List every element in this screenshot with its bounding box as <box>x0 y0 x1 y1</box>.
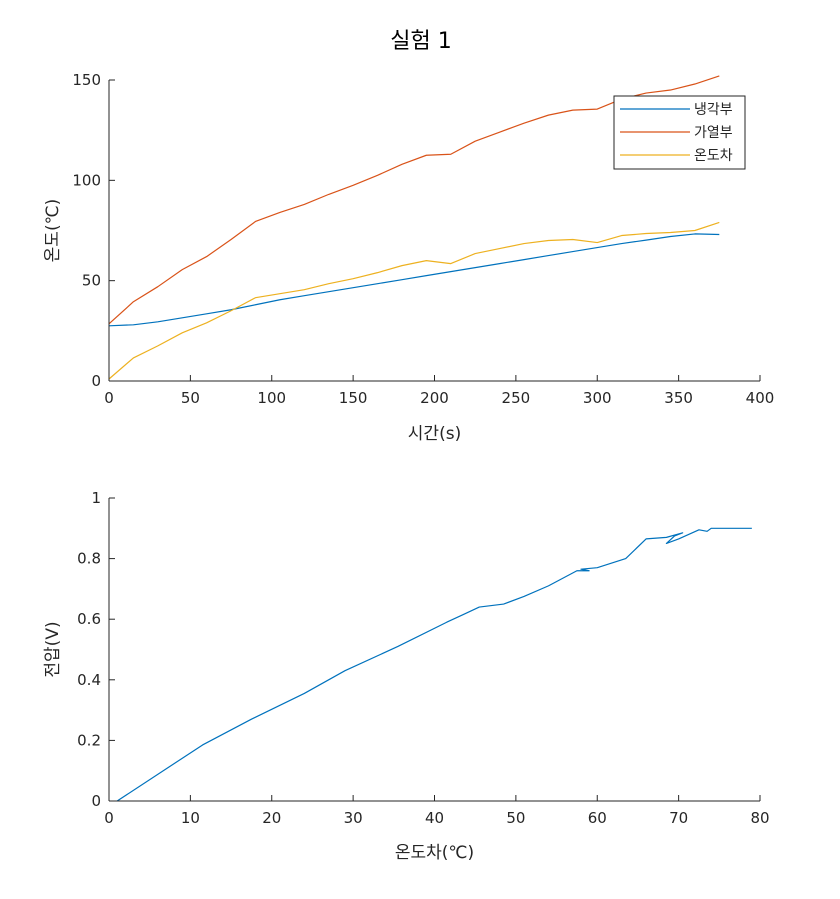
x-tick-label: 400 <box>746 389 775 407</box>
y-tick-label: 0.8 <box>77 550 101 568</box>
x-tick-label: 250 <box>502 389 531 407</box>
x-tick-label: 10 <box>181 809 200 827</box>
x-tick-label: 50 <box>506 809 525 827</box>
series-line-1 <box>108 233 720 327</box>
x-tick-label: 350 <box>664 389 693 407</box>
x-tick-label: 0 <box>104 389 114 407</box>
y-axis-label: 온도(℃) <box>43 199 63 263</box>
temperature-plot: 0 50 100 150 200 250 300 350 400 0 50 100 150 시간(s) 온도… <box>43 71 774 444</box>
x-tick-label: 300 <box>583 389 612 407</box>
x-tick-label: 100 <box>257 389 286 407</box>
x-tick-label: 0 <box>104 809 114 827</box>
x-tick-label: 80 <box>750 809 769 827</box>
figure-title: 실험 1 <box>390 29 451 54</box>
x-tick-label: 150 <box>339 389 368 407</box>
y-tick-label: 0 <box>91 792 101 810</box>
y-tick-label: 150 <box>72 71 101 89</box>
legend-entry-1: 냉각부 <box>694 102 733 118</box>
y-tick-label: 50 <box>82 272 101 290</box>
x-tick-label: 200 <box>420 389 449 407</box>
legend-entry-2: 가열부 <box>694 125 733 141</box>
y-tick-label: 0 <box>91 372 101 390</box>
y-axis-label: 전압(V) <box>43 621 63 677</box>
y-tick-label: 1 <box>91 489 101 507</box>
x-tick-label: 60 <box>588 809 607 827</box>
x-tick-label: 50 <box>181 389 200 407</box>
voltage-plot: 0 10 20 30 40 50 60 70 80 0 0.2 0.4 0.6 0.8 1 온도차(℃) 전압(… <box>43 489 770 863</box>
x-tick-label: 40 <box>425 809 444 827</box>
x-tick-label: 30 <box>344 809 363 827</box>
plot-area <box>109 498 760 801</box>
x-axis-label: 시간(s) <box>408 424 461 444</box>
legend-entry-3: 온도차 <box>694 148 733 164</box>
y-tick-label: 0.6 <box>77 610 101 628</box>
series-line-3 <box>108 221 720 380</box>
series-line-1 <box>116 527 752 802</box>
y-tick-label: 0.2 <box>77 731 101 749</box>
x-axis-label: 온도차(℃) <box>395 843 474 863</box>
y-tick-label: 0.4 <box>77 671 101 689</box>
x-tick-label: 70 <box>669 809 688 827</box>
x-tick-label: 20 <box>262 809 281 827</box>
y-tick-label: 100 <box>72 171 101 189</box>
